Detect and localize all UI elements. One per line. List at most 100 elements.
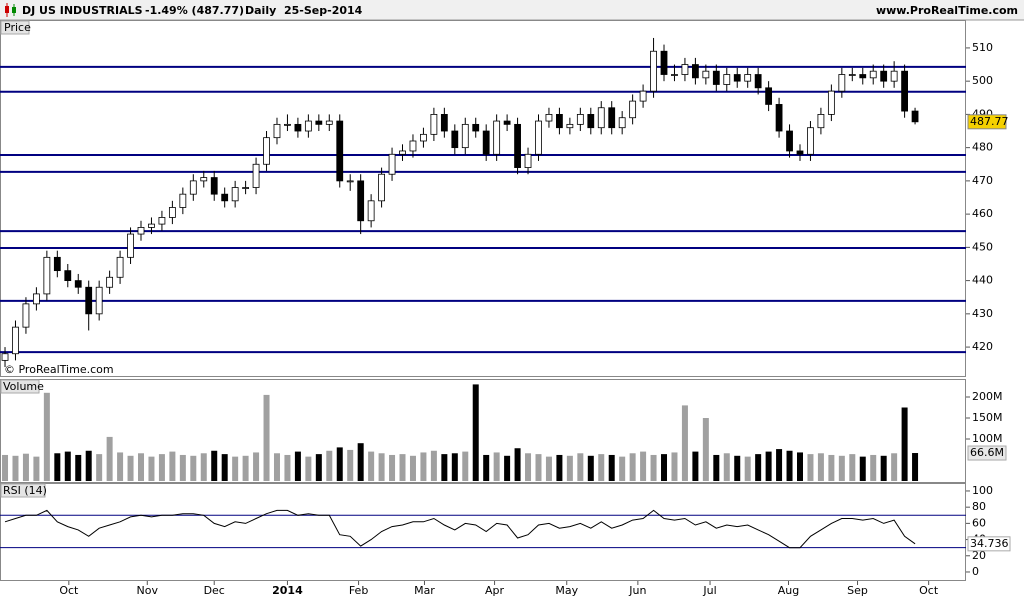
volume-bar bbox=[629, 453, 636, 481]
volume-bar bbox=[305, 456, 312, 481]
y-tick-label: 450 bbox=[972, 240, 993, 253]
rsi-label-box bbox=[0, 483, 46, 498]
volume-panel bbox=[0, 379, 966, 483]
candle-body bbox=[325, 120, 333, 125]
x-tick-label: Oct bbox=[59, 584, 79, 597]
candle-body bbox=[817, 114, 825, 129]
candle-body bbox=[838, 74, 846, 92]
volume-bar bbox=[880, 455, 887, 481]
x-tick-label: May bbox=[555, 584, 578, 597]
candle-body bbox=[284, 123, 291, 126]
volume-bar bbox=[179, 454, 186, 481]
candle-body bbox=[869, 70, 877, 79]
volume-bar bbox=[838, 455, 845, 481]
candle-body bbox=[754, 74, 762, 89]
candle-body bbox=[566, 123, 574, 129]
volume-bar bbox=[493, 452, 500, 481]
volume-bar bbox=[859, 456, 866, 481]
watermark: © ProRealTime.com bbox=[4, 363, 114, 376]
volume-bar bbox=[64, 451, 71, 481]
last-volume-box bbox=[967, 445, 1007, 461]
volume-bar bbox=[755, 454, 762, 481]
rsi-label: RSI (14) bbox=[3, 484, 47, 497]
candle-body bbox=[357, 180, 365, 222]
candle-body bbox=[273, 123, 281, 139]
candle-body bbox=[796, 150, 804, 155]
volume-bar bbox=[347, 449, 354, 481]
candle-body bbox=[629, 100, 637, 119]
last-volume: 66.6M bbox=[970, 446, 1004, 459]
candle-body bbox=[524, 153, 532, 168]
last-rsi-box bbox=[967, 536, 1011, 552]
x-tick-label: Apr bbox=[485, 584, 505, 597]
rsi-line bbox=[4, 509, 916, 549]
candle-body bbox=[346, 180, 354, 183]
volume-bar bbox=[326, 450, 333, 481]
volume-bar bbox=[566, 455, 573, 481]
volume-bar bbox=[912, 453, 919, 481]
volume-bar bbox=[2, 454, 9, 481]
candle-body bbox=[807, 127, 814, 155]
candle-body bbox=[535, 120, 542, 155]
volume-bar bbox=[734, 455, 741, 481]
volume-bar bbox=[702, 418, 709, 481]
candle-body bbox=[336, 120, 344, 182]
y-tick-label: 80 bbox=[972, 500, 986, 513]
volume-bar bbox=[744, 456, 751, 481]
x-tick-label: Aug bbox=[778, 584, 799, 597]
y-tick-label: 60 bbox=[972, 516, 986, 529]
candle-body bbox=[210, 177, 218, 195]
volume-bar bbox=[817, 453, 824, 481]
volume-bar bbox=[796, 452, 803, 481]
candle-body bbox=[472, 123, 480, 132]
y-tick-label: 150M bbox=[972, 411, 1003, 424]
volume-bar bbox=[483, 454, 490, 481]
candle-body bbox=[64, 270, 72, 282]
change: -1.49% (487.77) bbox=[145, 4, 244, 17]
volume-bar bbox=[462, 451, 469, 481]
volume-bar bbox=[441, 454, 448, 481]
volume-bar bbox=[85, 450, 92, 481]
volume-bar bbox=[870, 454, 877, 481]
x-tick-label: Mar bbox=[414, 584, 435, 597]
candle-body bbox=[775, 104, 783, 132]
candle-body bbox=[671, 74, 678, 76]
volume-bar bbox=[472, 384, 479, 481]
candle-body bbox=[650, 50, 657, 92]
x-tick-label: Dec bbox=[204, 584, 225, 597]
candle-body bbox=[890, 70, 898, 82]
y-tick-label: 20 bbox=[972, 549, 986, 562]
volume-bar bbox=[190, 455, 197, 481]
candle-body bbox=[827, 90, 835, 115]
volume-bar bbox=[598, 454, 605, 481]
volume-bar bbox=[723, 453, 730, 481]
volume-bar bbox=[54, 453, 61, 481]
volume-bar bbox=[608, 454, 615, 481]
candle-body bbox=[597, 107, 605, 129]
volume-bar bbox=[200, 453, 207, 481]
candle-body bbox=[587, 114, 595, 129]
candle-body bbox=[712, 70, 720, 85]
volume-bar bbox=[828, 454, 835, 481]
volume-bar bbox=[807, 454, 814, 481]
candle-body bbox=[252, 163, 260, 188]
volume-bar bbox=[336, 447, 343, 481]
candle-body bbox=[420, 133, 427, 142]
candle-body bbox=[608, 107, 616, 129]
candle-body bbox=[399, 150, 406, 155]
rsi-panel bbox=[0, 483, 966, 581]
candle-body bbox=[848, 74, 856, 76]
candle-body bbox=[294, 123, 302, 132]
price-panel bbox=[0, 20, 966, 377]
volume-bar bbox=[849, 454, 856, 481]
volume-bar bbox=[284, 454, 291, 481]
candle-body bbox=[168, 207, 176, 218]
plot-layer: 420430440450460470480490500510487.77100M… bbox=[0, 37, 1011, 597]
x-tick-label: Jun bbox=[628, 584, 646, 597]
volume-bar bbox=[22, 453, 29, 481]
volume-bar bbox=[117, 452, 124, 481]
candle-body bbox=[116, 256, 124, 278]
volume-bar bbox=[43, 392, 50, 481]
candle-body bbox=[74, 280, 82, 288]
candle-body bbox=[691, 64, 699, 79]
